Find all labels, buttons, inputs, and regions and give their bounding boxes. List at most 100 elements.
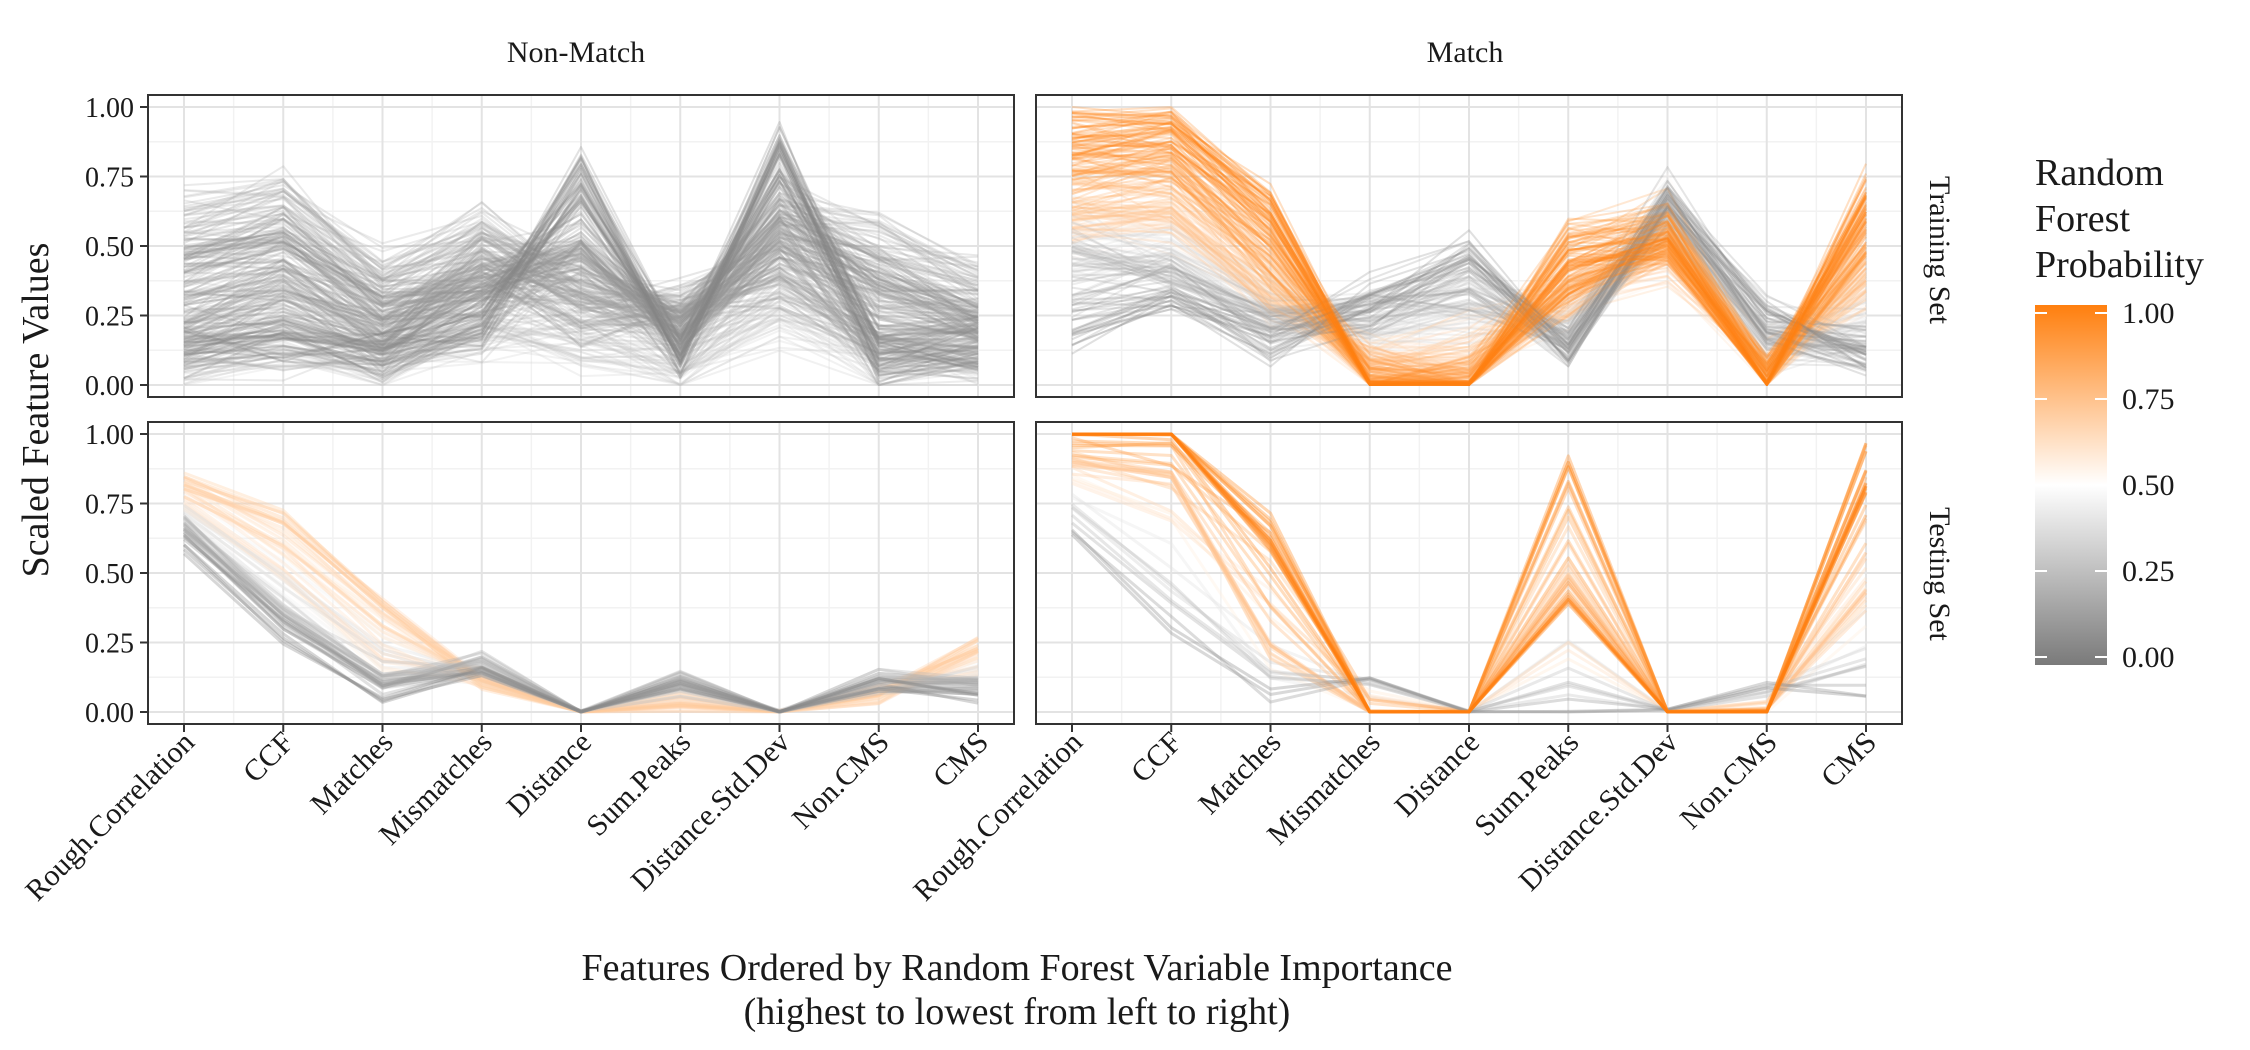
series-line [1070,528,1867,714]
series-line [1071,126,1867,386]
y-tick-label: 1.00 [85,93,134,124]
series-line [183,137,979,370]
series-line [1071,112,1867,386]
series-line [183,284,979,355]
series-line [183,219,979,332]
series-line [1071,481,1868,714]
series-line [1071,214,1867,347]
series-line [1071,180,1867,360]
series-line [1071,106,1867,386]
series-line [183,268,979,355]
series-line [1071,189,1867,371]
series-line [1071,458,1868,714]
series-line [1071,210,1867,386]
series-line [183,247,979,352]
series-line [183,165,979,335]
series-line [183,221,979,320]
series-line [183,314,979,379]
series-line [1071,207,1867,338]
series-line [1071,192,1867,372]
series-line [183,483,979,714]
series-line [183,213,979,326]
y-tick-label: 0.50 [85,232,134,263]
series-line [1071,456,1868,714]
series-line [183,508,979,714]
series-line [183,528,979,714]
series-line [1071,147,1867,386]
y-tick-label: 0.25 [85,302,134,333]
series-line [1071,432,1868,714]
series-line [183,167,979,371]
series-line [1071,153,1867,379]
series-line [1071,165,1867,386]
series-line [183,521,979,714]
series-line [183,221,979,313]
series-line [1071,112,1867,385]
series-line [1071,229,1867,344]
series-line [1071,214,1867,373]
series-line [1071,223,1867,383]
series-line [1071,235,1867,358]
series-line [183,229,979,358]
series-line [1071,191,1867,368]
series-line [1071,187,1867,386]
series-line [183,283,979,360]
series-line [182,531,979,714]
facet-label-match: Match [1427,36,1504,69]
series-line [183,326,979,385]
series-line [183,258,979,342]
series-line [183,307,979,386]
series-line [1071,133,1867,386]
series-line [183,335,979,386]
series-line [183,237,979,343]
series-line [1071,224,1867,338]
panel-non-match-testing [147,421,1015,725]
series-line [1071,192,1867,350]
series-line [1071,110,1867,385]
series-line [1071,206,1867,381]
series-line [1071,115,1867,386]
series-line [183,229,979,338]
series-line [1071,151,1867,386]
series-line [183,188,979,322]
series-line [183,220,979,345]
series-line [1071,200,1867,381]
series-line [183,246,979,337]
series-line [1071,175,1867,375]
series-line [1071,194,1867,356]
series-line [183,220,979,322]
series-line [183,324,979,380]
legend-tick-label: 0.50 [2122,469,2175,502]
series-line [183,232,979,346]
series-line [1071,206,1867,365]
series-line [183,216,979,357]
series-line [183,476,979,714]
series-line [1071,211,1867,336]
facet-label-training-set: Training Set [1923,176,1956,325]
panel-border [1035,94,1903,398]
series-line [1071,178,1867,382]
series-line [183,487,979,714]
series-line [1071,202,1867,364]
x-tick-label: Rough.Correlation [907,726,1089,908]
series-line [183,226,979,346]
series-line [183,221,979,335]
series-line [183,237,979,337]
series-line [183,260,979,346]
series-line [183,500,979,714]
legend-tick-label: 0.75 [2122,383,2175,416]
series-line [183,247,979,375]
series-line [183,125,979,368]
series-line [1071,200,1867,375]
series-line [1071,179,1867,331]
series-line [1071,197,1867,372]
series-line [1071,186,1867,338]
series-line [1071,116,1867,386]
series-line [1071,205,1867,364]
series-line [1071,118,1867,385]
series-line [1071,202,1867,359]
series-line [1071,132,1867,386]
series-line [1071,441,1868,714]
series-line [1071,233,1867,361]
series-line [1071,247,1867,358]
